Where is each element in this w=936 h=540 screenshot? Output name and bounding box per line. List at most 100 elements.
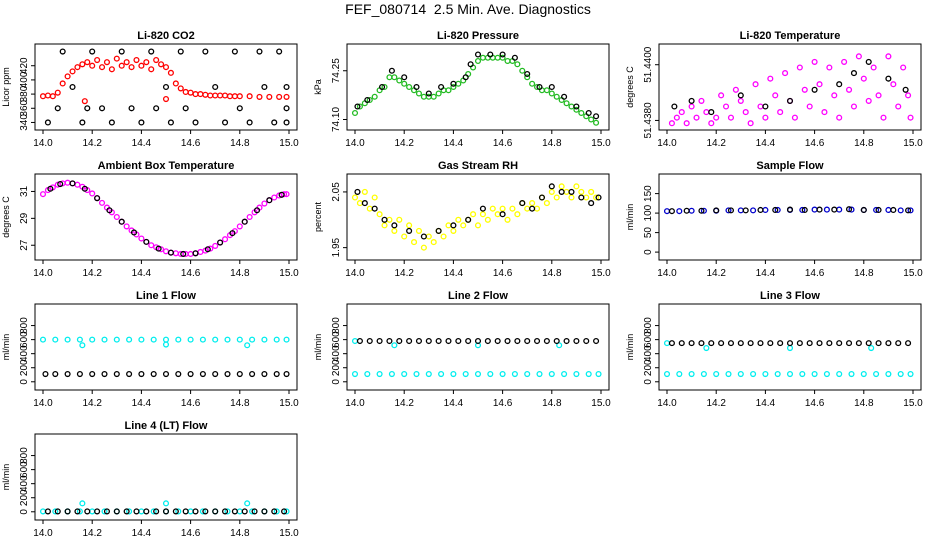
y-axis-label: ml/min	[625, 334, 635, 361]
data-point	[69, 83, 76, 91]
data-point	[361, 200, 368, 207]
data-point	[64, 508, 71, 515]
data-point	[261, 371, 268, 378]
x-tick-label: 15.0	[279, 268, 299, 279]
data-point	[873, 206, 880, 214]
data-point	[816, 81, 823, 88]
data-point	[499, 371, 506, 378]
x-tick-label: 14.6	[493, 138, 513, 149]
x-tick-label: 14.6	[805, 268, 825, 279]
x-tick-label: 15.0	[903, 398, 923, 409]
data-point	[573, 183, 580, 190]
panel-4: Ambient Box Temperature degrees C 14.0 14.2…	[1, 160, 299, 279]
plot-frame	[658, 173, 922, 261]
data-point	[425, 337, 432, 345]
data-point	[826, 64, 833, 71]
data-point	[799, 206, 806, 214]
x-tick-label: 15.0	[903, 138, 923, 149]
data-point	[351, 371, 359, 378]
data-point	[450, 371, 457, 378]
data-point	[283, 105, 290, 112]
data-point	[553, 337, 560, 345]
data-point	[831, 206, 838, 213]
data-point	[366, 337, 373, 345]
data-point	[494, 211, 501, 218]
data-point	[175, 336, 182, 343]
data-point	[870, 64, 877, 71]
plot-frame	[346, 173, 610, 261]
data-point	[249, 508, 256, 515]
data-point	[224, 508, 231, 515]
data-point	[376, 371, 383, 378]
data-point	[782, 70, 789, 77]
data-point	[737, 207, 744, 214]
data-point	[848, 206, 855, 213]
data-point	[386, 337, 393, 345]
data-point	[438, 371, 445, 378]
data-point	[474, 222, 482, 229]
data-point	[786, 97, 794, 104]
data-point	[283, 336, 290, 343]
data-point	[192, 91, 199, 98]
data-point	[826, 340, 833, 347]
data-point	[905, 340, 912, 347]
data-point	[563, 188, 570, 195]
data-point	[261, 83, 268, 91]
data-point	[212, 242, 219, 249]
x-tick-label: 14.4	[132, 268, 152, 279]
data-point	[885, 371, 892, 378]
data-point	[514, 211, 521, 218]
y-tick-label: 400	[19, 71, 30, 88]
data-point	[406, 83, 413, 91]
data-point	[450, 222, 457, 229]
data-point	[435, 227, 442, 234]
data-point	[123, 223, 130, 230]
y-axis-label: degrees C	[625, 66, 635, 108]
data-point	[796, 340, 803, 347]
x-tick-label: 14.6	[181, 528, 201, 539]
data-point	[585, 371, 592, 378]
data-point	[445, 337, 452, 345]
x-tick-label: 15.0	[279, 138, 299, 149]
x-tick-label: 14.0	[345, 138, 365, 149]
data-point	[519, 67, 526, 74]
data-point	[39, 93, 47, 100]
data-point	[231, 48, 238, 55]
data-point	[823, 206, 830, 213]
y-tick-label: 400	[19, 475, 30, 492]
data-point	[379, 83, 386, 91]
data-point	[84, 59, 91, 66]
y-tick-label: 600	[19, 331, 30, 348]
data-point	[801, 86, 808, 93]
data-point	[511, 54, 518, 61]
data-point	[266, 93, 273, 100]
data-point	[841, 58, 848, 65]
data-point	[855, 340, 862, 347]
y-tick-label: 1.95	[331, 237, 342, 257]
x-tick-label: 14.8	[230, 528, 250, 539]
data-point	[229, 230, 236, 237]
panel-title: Gas Stream RH	[438, 160, 518, 172]
data-point	[376, 211, 383, 218]
data-point	[371, 205, 378, 212]
data-point	[474, 51, 482, 58]
data-point	[128, 105, 135, 112]
x-tick-label: 14.2	[82, 138, 102, 149]
data-point	[79, 342, 86, 349]
data-point	[108, 119, 115, 126]
data-point	[688, 207, 695, 214]
data-point	[128, 64, 135, 71]
data-point	[553, 194, 560, 201]
data-point	[148, 48, 155, 55]
data-point	[187, 250, 194, 258]
x-tick-label: 14.4	[444, 398, 464, 409]
data-point	[762, 371, 769, 378]
data-point	[221, 119, 229, 126]
x-tick-label: 14.2	[82, 528, 102, 539]
data-point	[381, 216, 388, 223]
plot-frame	[658, 43, 922, 131]
data-point	[143, 238, 150, 245]
data-point	[101, 371, 108, 378]
data-point	[668, 208, 675, 215]
data-point	[556, 342, 563, 349]
